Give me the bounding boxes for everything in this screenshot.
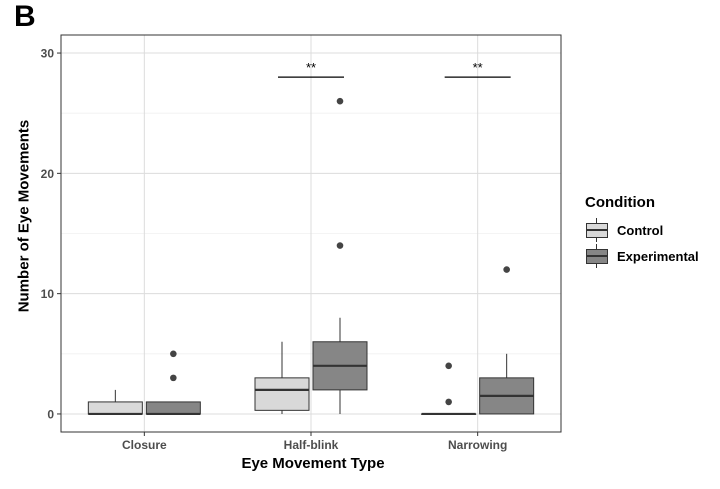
outlier-point-experimental-closure	[170, 350, 177, 358]
significance-label-narrowing: **	[473, 60, 483, 75]
significance-label-half-blink: **	[306, 60, 316, 75]
outlier-point-control-narrowing	[445, 362, 452, 370]
legend-item-experimental: Experimental	[585, 243, 699, 269]
outlier-point-experimental-narrowing	[503, 266, 510, 273]
legend-key-experimental	[585, 244, 609, 268]
x-axis-title: Eye Movement Type	[241, 455, 385, 472]
legend-item-control: Control	[585, 217, 699, 243]
x-tick-label: Narrowing	[448, 438, 507, 452]
y-tick-label: 10	[41, 287, 55, 301]
y-tick-label: 0	[47, 407, 54, 421]
outlier-point-control-narrowing	[445, 398, 452, 406]
box-control-half-blink	[254, 377, 310, 411]
box-experimental-closure	[145, 401, 201, 415]
outlier-point-experimental-half-blink	[336, 242, 344, 249]
outlier-point-experimental-closure	[170, 374, 177, 382]
panel-label: B	[14, 0, 36, 33]
y-axis-title: Number of Eye Movements	[15, 119, 33, 313]
legend-label-control: Control	[617, 222, 664, 238]
legend-label-experimental: Experimental	[617, 248, 699, 264]
legend: Condition Control Experimental	[585, 194, 699, 269]
y-tick-label: 20	[41, 167, 55, 181]
outlier-point-experimental-half-blink	[336, 97, 344, 105]
legend-title: Condition	[585, 194, 655, 211]
box-control-closure	[87, 401, 143, 415]
y-tick-label: 30	[41, 47, 55, 61]
x-tick-label: Half-blink	[284, 438, 339, 452]
legend-key-control	[585, 218, 609, 242]
x-tick-label: Closure	[122, 438, 167, 452]
